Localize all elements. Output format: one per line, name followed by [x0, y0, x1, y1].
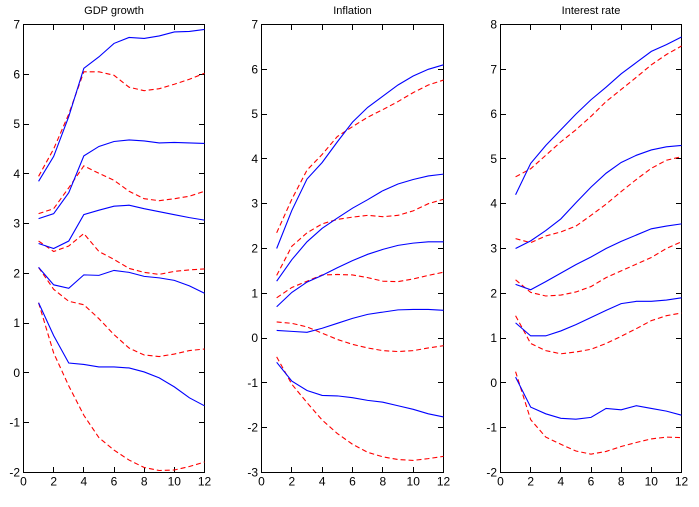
svg-text:4: 4: [490, 197, 497, 211]
svg-text:7: 7: [490, 62, 497, 76]
svg-text:3: 3: [490, 242, 497, 256]
svg-text:2: 2: [527, 475, 534, 489]
svg-text:0: 0: [13, 366, 20, 380]
svg-text:-1: -1: [247, 376, 258, 390]
svg-text:-2: -2: [486, 466, 497, 480]
svg-text:0: 0: [20, 475, 27, 489]
svg-text:-1: -1: [486, 421, 497, 435]
svg-text:-3: -3: [247, 466, 258, 480]
svg-text:2: 2: [251, 242, 258, 256]
svg-text:7: 7: [13, 18, 20, 32]
svg-text:4: 4: [319, 475, 326, 489]
svg-text:6: 6: [588, 475, 595, 489]
svg-text:GDP growth: GDP growth: [84, 5, 144, 17]
svg-text:10: 10: [407, 475, 421, 489]
svg-text:5: 5: [13, 117, 20, 131]
svg-text:Inflation: Inflation: [333, 5, 372, 17]
svg-text:5: 5: [490, 152, 497, 166]
svg-text:Interest rate: Interest rate: [562, 5, 621, 17]
svg-text:0: 0: [251, 331, 258, 345]
svg-text:4: 4: [80, 475, 87, 489]
svg-text:10: 10: [168, 475, 182, 489]
svg-text:5: 5: [251, 107, 258, 121]
svg-text:1: 1: [490, 331, 497, 345]
svg-text:2: 2: [490, 286, 497, 300]
svg-text:1: 1: [13, 316, 20, 330]
svg-text:8: 8: [379, 475, 386, 489]
svg-text:4: 4: [251, 152, 258, 166]
svg-text:12: 12: [198, 475, 212, 489]
svg-text:2: 2: [50, 475, 57, 489]
svg-text:6: 6: [349, 475, 356, 489]
svg-text:-2: -2: [9, 466, 20, 480]
svg-text:0: 0: [490, 376, 497, 390]
svg-text:8: 8: [141, 475, 148, 489]
svg-text:2: 2: [288, 475, 295, 489]
svg-text:4: 4: [557, 475, 564, 489]
svg-text:2: 2: [13, 266, 20, 280]
svg-text:12: 12: [437, 475, 451, 489]
svg-text:-2: -2: [247, 421, 258, 435]
svg-text:8: 8: [618, 475, 625, 489]
svg-text:8: 8: [490, 18, 497, 32]
svg-text:6: 6: [251, 62, 258, 76]
svg-text:-1: -1: [9, 416, 20, 430]
svg-text:6: 6: [490, 107, 497, 121]
svg-text:7: 7: [251, 18, 258, 32]
svg-text:6: 6: [111, 475, 118, 489]
svg-text:3: 3: [251, 197, 258, 211]
svg-text:10: 10: [645, 475, 659, 489]
svg-text:4: 4: [13, 167, 20, 181]
svg-text:3: 3: [13, 217, 20, 231]
svg-text:0: 0: [497, 475, 504, 489]
svg-text:12: 12: [675, 475, 689, 489]
svg-text:0: 0: [258, 475, 265, 489]
svg-text:1: 1: [251, 286, 258, 300]
svg-text:6: 6: [13, 67, 20, 81]
